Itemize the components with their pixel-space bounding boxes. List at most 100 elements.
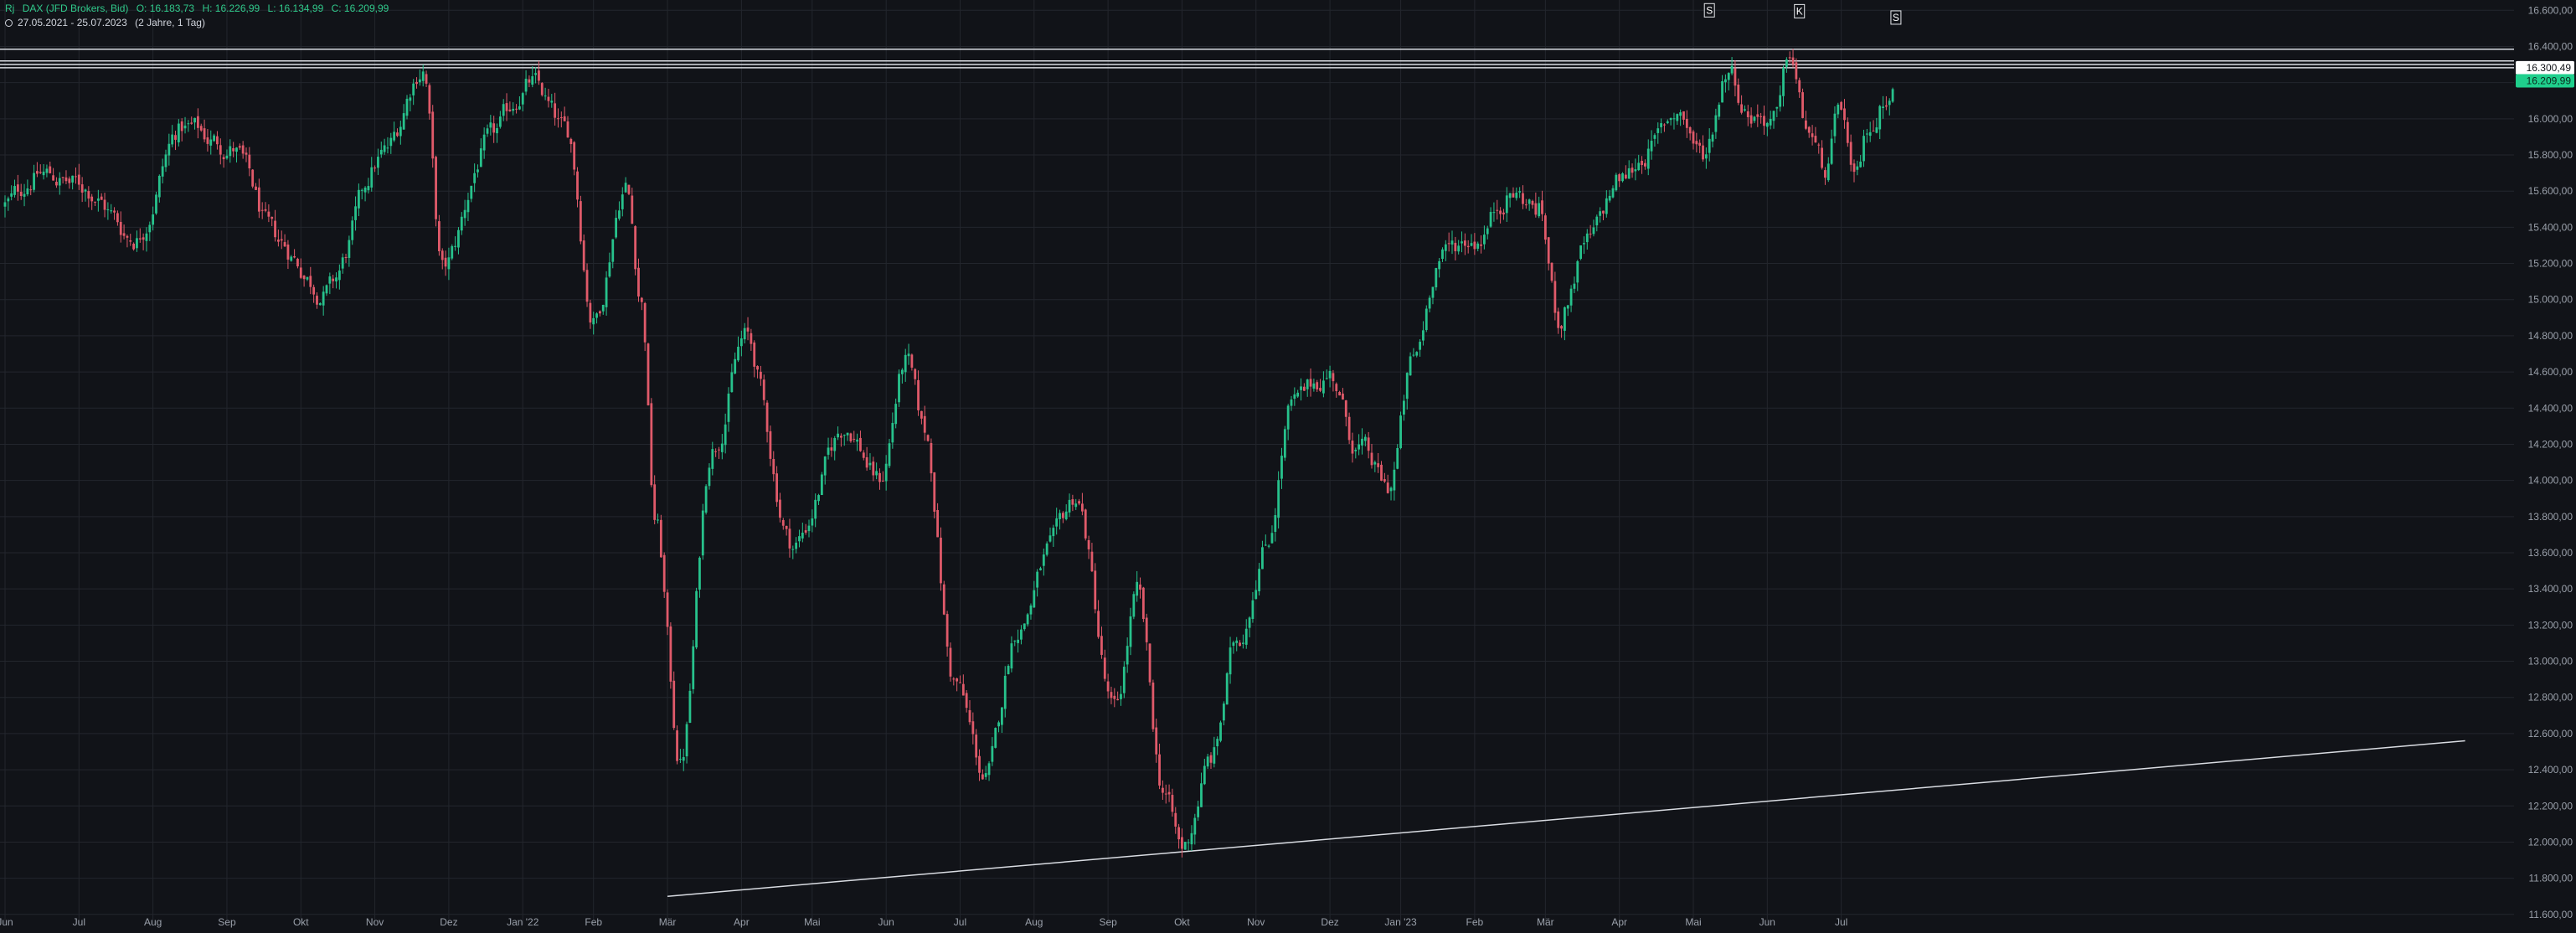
candle-body [563,116,566,121]
candle-body [1441,249,1444,260]
candle-body [251,169,255,187]
candle-body [981,774,984,780]
candle-body [1714,115,1718,132]
candle-body [325,285,328,294]
candle-body [1403,400,1405,415]
candle-body [1807,126,1811,133]
candle-body [1158,754,1161,786]
candle-body [550,101,554,103]
candle-body [1029,605,1033,615]
candle-body [795,542,798,549]
candle-body [1805,120,1807,129]
candle-body [1431,286,1435,298]
candle-body [1023,623,1026,630]
candle-body [498,116,502,127]
candle-body [96,198,100,201]
candle-body [232,148,235,152]
event-marker-box [1703,3,1715,18]
candle-body [1644,162,1646,167]
event-marker-box [1794,3,1806,18]
candle-body [377,157,379,168]
candle-body [1177,827,1180,840]
time-tick-label: Jun [1759,916,1775,928]
candle-body [1688,126,1692,134]
candle-body [502,104,505,116]
candle-body [270,216,274,219]
candle-body [126,235,129,238]
candle-body [1052,528,1055,537]
candle-body [1064,511,1068,519]
candle-body [910,354,914,368]
price-tick-label: 15.400,00 [2528,221,2573,233]
candle-body [1859,161,1862,168]
candle-body [1826,163,1830,181]
candle-body [842,435,846,436]
candle-body [255,186,257,190]
trendline[interactable] [667,740,2465,897]
candle-body [1319,388,1321,391]
price-tick-label: 15.600,00 [2528,185,2573,197]
candle-body [837,433,839,438]
candle-body [1425,308,1428,331]
candle-body [444,257,447,267]
candle-body [1782,67,1785,96]
candle-body [1081,503,1084,512]
candle-body [991,745,994,762]
instrument-legend[interactable]: Rj DAX (JFD Brokers, Bid) O: 16.183,73 H… [5,3,394,14]
candle-body [174,135,177,140]
date-range-legend[interactable]: 27.05.2021 - 25.07.2023 (2 Jahre, 1 Tag) [5,17,210,28]
candle-body [1300,386,1302,390]
candle-body [1576,260,1579,283]
candle-body [94,201,96,203]
candle-body [1255,590,1258,600]
candle-body [1846,121,1849,143]
candle-body [1486,228,1489,235]
event-markers[interactable]: S KS [1703,3,1902,25]
candle-body [1042,554,1045,566]
candle-body [672,680,676,729]
candle-body [521,93,524,105]
candle-body [199,126,203,131]
candle-body [1718,105,1721,117]
candle-body [730,372,734,393]
ohlc-high: H: 16.226,99 [202,3,260,14]
time-tick-label: Dez [440,916,457,928]
candle-body [1286,405,1290,430]
candle-body [1399,415,1402,449]
candle-body [110,210,113,212]
price-axis[interactable]: 16.600,0016.400,0016.200,0016.000,0015.8… [2528,4,2573,920]
price-tick-label: 16.400,00 [2528,40,2573,52]
candle-body [1589,233,1592,235]
candle-body [891,422,894,443]
ohlc-close: C: 16.209,99 [331,3,389,14]
candle-body [692,646,695,689]
candle-body [508,109,512,111]
candle-body [1383,479,1386,482]
candle-body [470,185,473,199]
time-axis[interactable]: Jun Jul Aug Sep Okt Nov Dez Jan '22 Feb Mär Apr Mai… [0,916,1847,928]
candle-body [1151,682,1155,729]
candle-body [332,278,335,281]
candle-body [1534,203,1538,215]
candle-body [122,233,126,236]
candle-body [193,117,196,123]
candle-body [16,184,19,192]
candle-body [904,354,907,373]
candle-body [760,371,762,379]
candle-body [145,233,148,241]
candle-body [820,474,823,496]
candle-body [1685,118,1688,128]
candle-body [781,520,785,526]
price-label: 16.209,99 [2516,74,2574,88]
candle-body [309,276,312,287]
candle-body [129,240,132,242]
candle-body [1496,209,1499,211]
resistance-lines[interactable] [0,48,2514,69]
candle-body [318,303,322,306]
candle-body [557,118,559,120]
candle-body [720,443,724,452]
candle-body [595,313,598,318]
candle-body [1730,65,1734,74]
